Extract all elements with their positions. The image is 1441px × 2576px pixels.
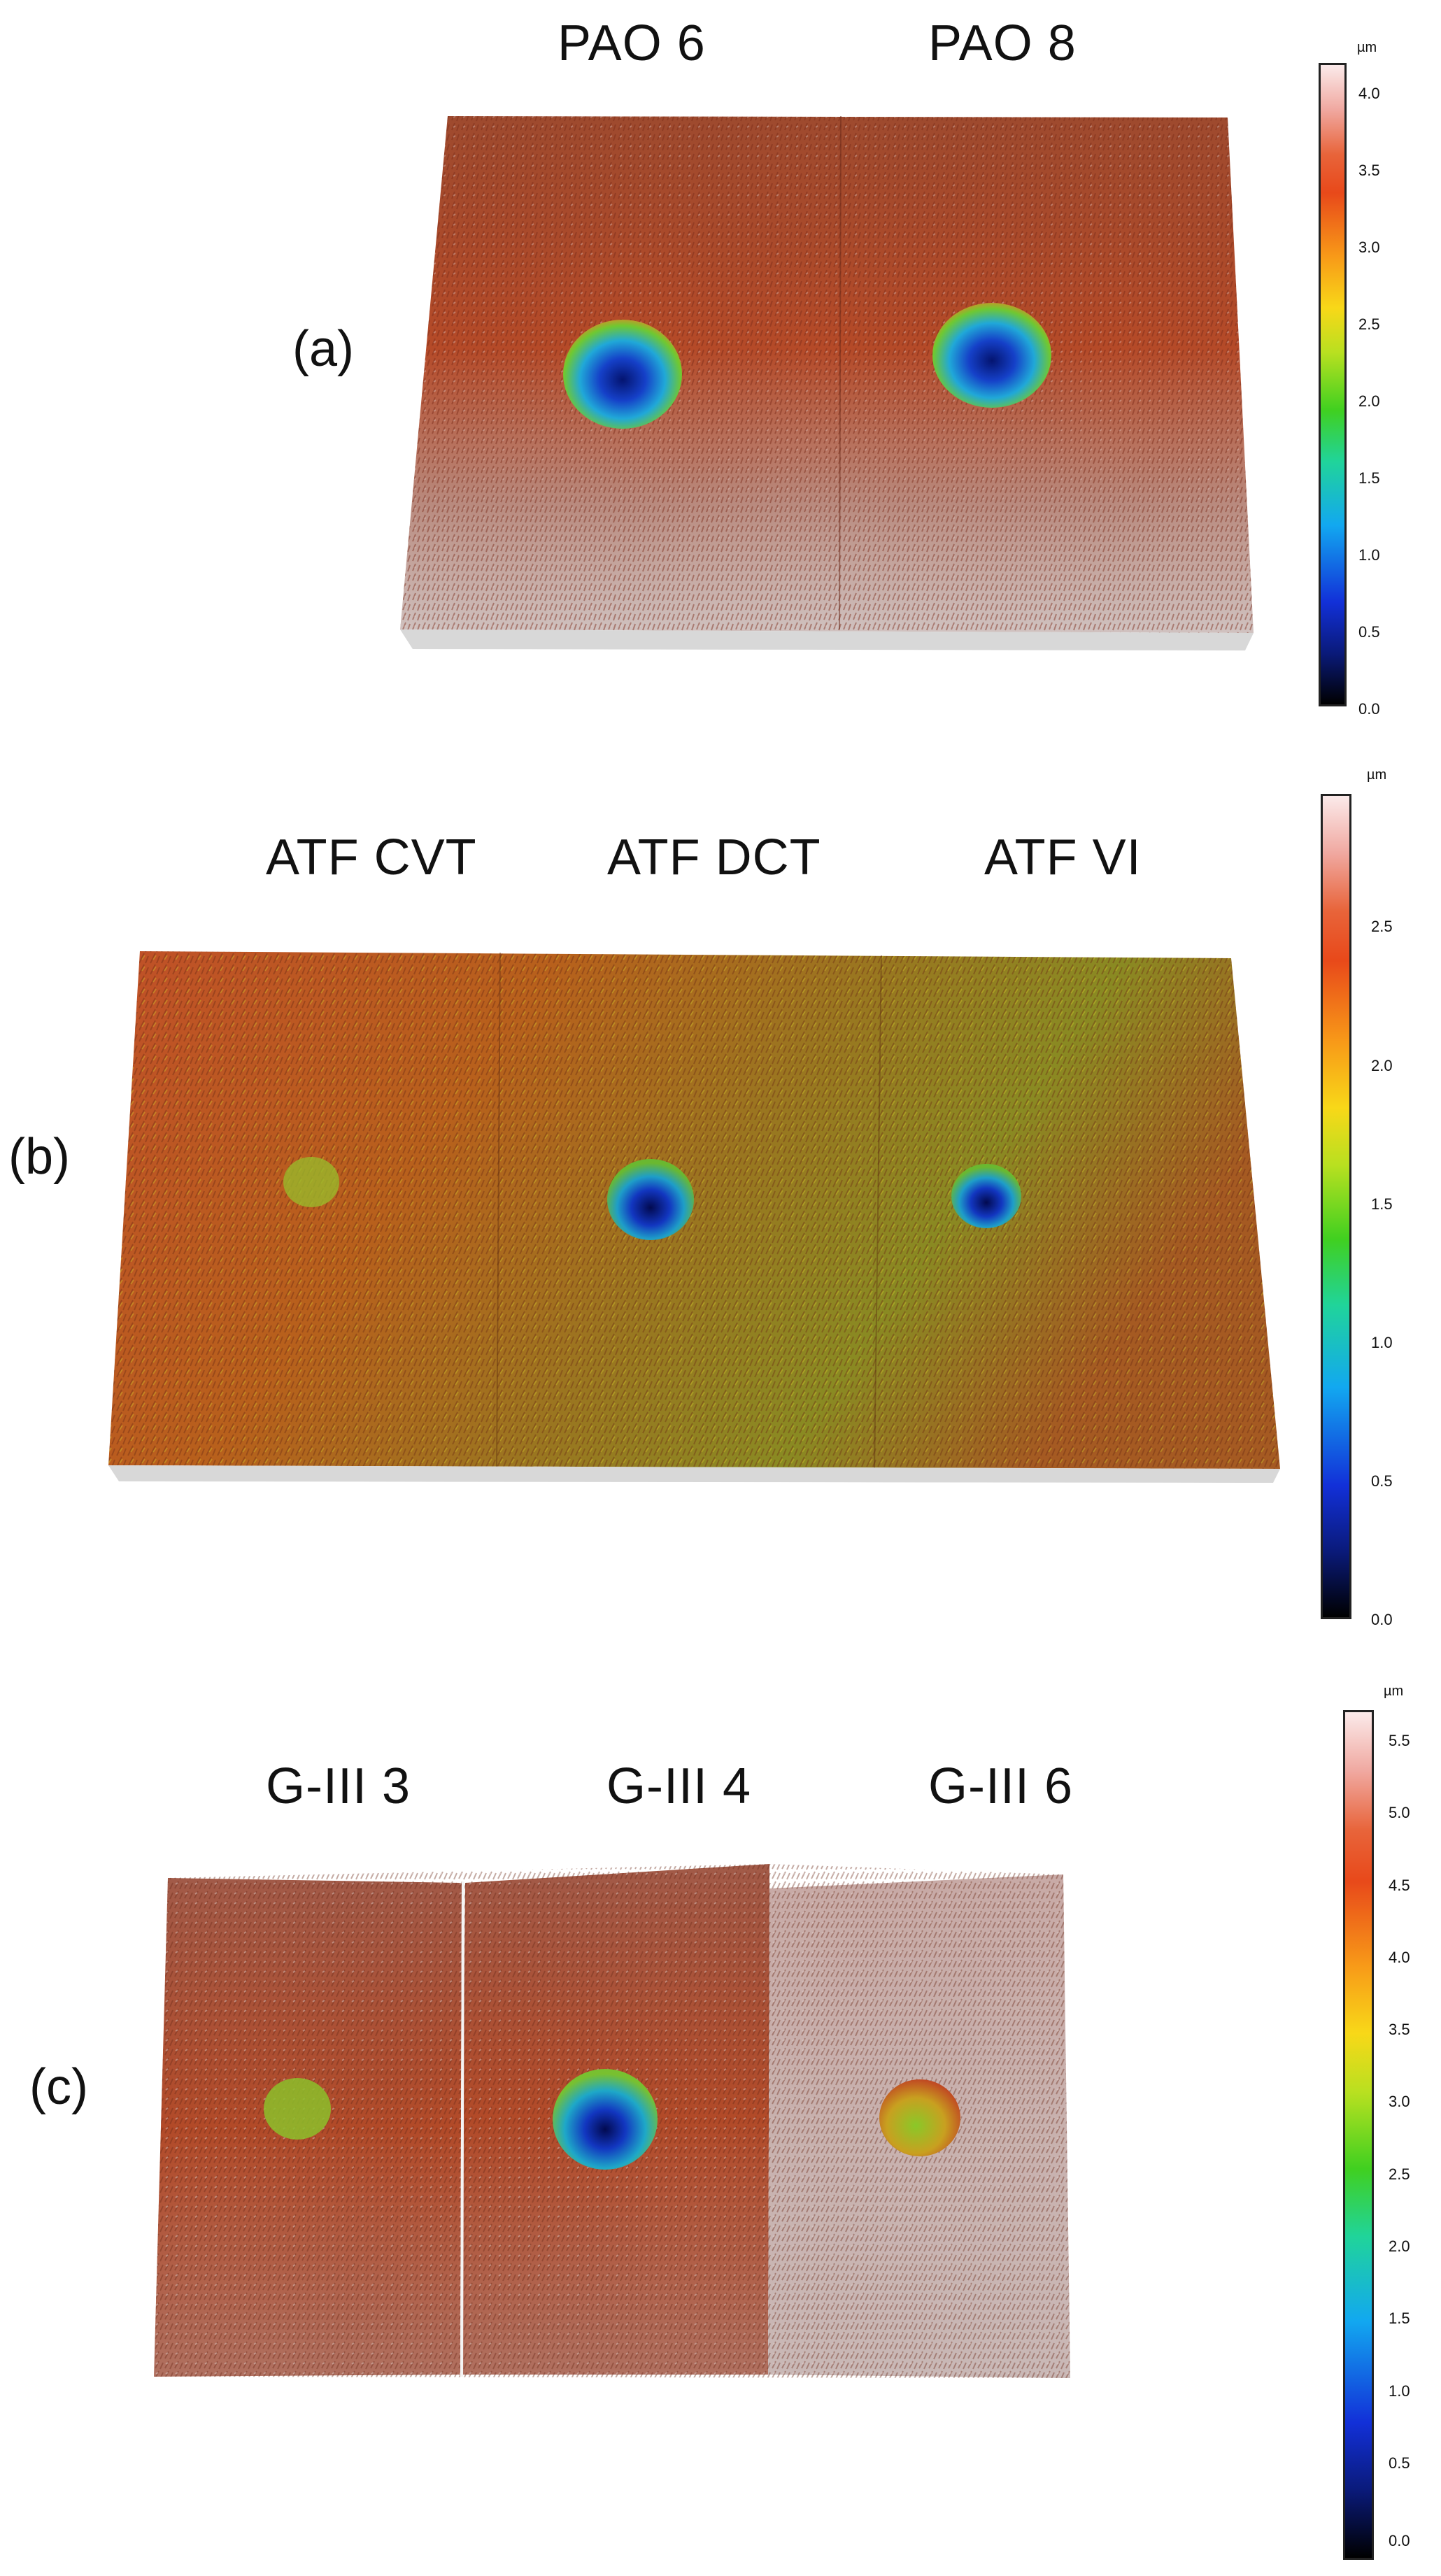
surface-map-b [105, 930, 1294, 1490]
sample-label-giii4: G-III 4 [606, 1758, 752, 1814]
wear-scar-pao6 [563, 320, 682, 429]
sample-label-atf-vi: ATF VI [984, 830, 1142, 885]
panel-letter-b: (b) [8, 1129, 70, 1185]
colorbar-c-bar [1343, 1710, 1374, 2560]
tick-label: 2.0 [1389, 2237, 1410, 2255]
panel-c: G-III 3 G-III 4 G-III 6 (c) [0, 1672, 1441, 2576]
panel-letter-c: (c) [29, 2059, 88, 2115]
wear-scar-atf-dct [607, 1159, 694, 1240]
colorbar-b-bar [1321, 794, 1351, 1619]
tick-label: 3.0 [1389, 2093, 1410, 2110]
wear-scar-giii3 [264, 2078, 331, 2140]
surface-map-c [154, 1860, 1210, 2392]
wear-scar-pao8 [932, 303, 1051, 408]
tick-label: 2.0 [1358, 392, 1380, 410]
wear-scar-giii4 [553, 2069, 658, 2170]
tick-label: 0.5 [1371, 1472, 1393, 1490]
tick-label: 1.0 [1389, 2382, 1410, 2400]
tick-label: 3.0 [1358, 239, 1380, 256]
tick-label: 0.0 [1371, 1611, 1393, 1628]
tick-label: 3.5 [1389, 2021, 1410, 2038]
tick-label: 0.5 [1389, 2454, 1410, 2472]
tick-label: 1.5 [1389, 2310, 1410, 2327]
tick-label: 0.5 [1358, 623, 1380, 641]
colorbar-a [1319, 63, 1347, 706]
sample-label-pao6: PAO 6 [558, 15, 706, 71]
tick-label: 5.5 [1389, 1732, 1410, 1749]
tick-label: 1.5 [1358, 469, 1380, 487]
tick-label: 3.5 [1358, 162, 1380, 179]
colorbar-unit-a: µm [1357, 40, 1377, 55]
tick-label: 4.0 [1358, 85, 1380, 102]
sample-label-giii3: G-III 3 [266, 1758, 411, 1814]
wear-scar-giii6 [879, 2079, 960, 2156]
tick-label: 2.5 [1358, 315, 1380, 333]
tick-label: 0.0 [1358, 700, 1380, 718]
tick-label: 1.0 [1358, 546, 1380, 564]
colorbar-unit-b: µm [1367, 767, 1387, 783]
sample-label-pao8: PAO 8 [928, 15, 1077, 71]
panel-a: PAO 6 PAO 8 (a) [0, 0, 1441, 741]
wear-scar-atf-cvt [283, 1157, 339, 1207]
tick-label: 4.0 [1389, 1949, 1410, 1966]
panel-letter-a: (a) [292, 321, 354, 377]
colorbar-unit-c: µm [1384, 1684, 1404, 1699]
sample-label-atf-dct: ATF DCT [607, 830, 821, 885]
tick-label: 0.0 [1389, 2532, 1410, 2549]
surface-map-a [392, 112, 1273, 664]
tick-label: 2.5 [1389, 2165, 1410, 2183]
sample-label-atf-cvt: ATF CVT [266, 830, 477, 885]
tick-label: 2.5 [1371, 918, 1393, 935]
sample-label-giii6: G-III 6 [928, 1758, 1074, 1814]
tick-label: 5.0 [1389, 1804, 1410, 1821]
wear-scar-atf-vi [951, 1164, 1021, 1228]
tick-label: 1.5 [1371, 1195, 1393, 1213]
tick-label: 2.0 [1371, 1057, 1393, 1074]
tick-label: 1.0 [1371, 1334, 1393, 1351]
tick-label: 4.5 [1389, 1877, 1410, 1894]
panel-b: ATF CVT ATF DCT ATF VI (b) [0, 741, 1441, 1651]
